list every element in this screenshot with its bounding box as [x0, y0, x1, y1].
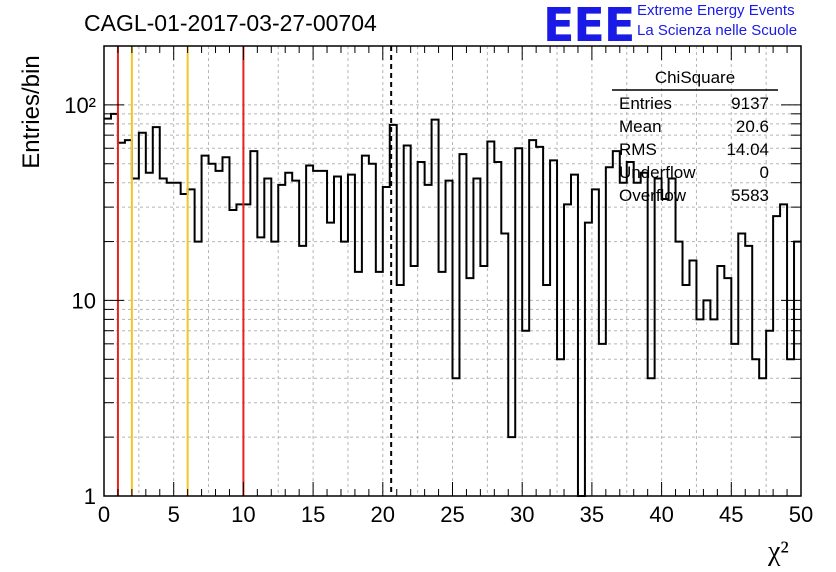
x-tick-label: 20 [371, 502, 395, 527]
y-axis-label: Entries/bin [18, 55, 45, 169]
stats-value: 9137 [731, 94, 769, 113]
stats-title: ChiSquare [654, 68, 736, 87]
x-tick-label: 45 [719, 502, 743, 527]
x-tick-label: 40 [649, 502, 673, 527]
stats-row-entries: Entries 9137 [619, 94, 769, 114]
stats-label: RMS [619, 140, 657, 159]
stats-label: Overflow [619, 186, 687, 205]
y-tick-label: 1 [84, 484, 96, 509]
stats-value: 0 [759, 163, 769, 182]
x-axis-label: χ² [768, 536, 789, 567]
stats-label: Mean [619, 117, 662, 136]
chart-title: CAGL-01-2017-03-27-00704 [84, 10, 377, 36]
x-tick-label: 0 [98, 502, 110, 527]
stats-value: 20.6 [735, 117, 769, 136]
x-tick-label: 30 [510, 502, 534, 527]
stats-row-overflow: Overflow 5583 [619, 186, 769, 206]
stats-label: Entries [619, 94, 672, 113]
stats-value: 14.04 [726, 140, 769, 159]
stats-label: Underflow [619, 163, 696, 182]
eee-logo: EEE [543, 0, 635, 52]
x-tick-label: 15 [301, 502, 325, 527]
stats-row-underflow: Underflow 0 [619, 163, 769, 183]
stats-value: 5583 [731, 186, 769, 205]
logo-line-2: La Scienza nelle Scuole [637, 22, 798, 39]
x-tick-label: 25 [440, 502, 464, 527]
x-tick-label: 5 [168, 502, 180, 527]
stats-row-rms: RMS 14.04 [619, 140, 769, 160]
y-tick-label: 10 [72, 288, 96, 313]
histogram-outline [104, 112, 801, 497]
stats-row-mean: Mean 20.6 [619, 117, 769, 137]
x-tick-label: 10 [231, 502, 255, 527]
x-tick-label: 50 [789, 502, 813, 527]
x-tick-label: 35 [580, 502, 604, 527]
logo-line-1: Extreme Energy Events [637, 2, 795, 19]
y-tick-label: 10² [64, 93, 96, 118]
